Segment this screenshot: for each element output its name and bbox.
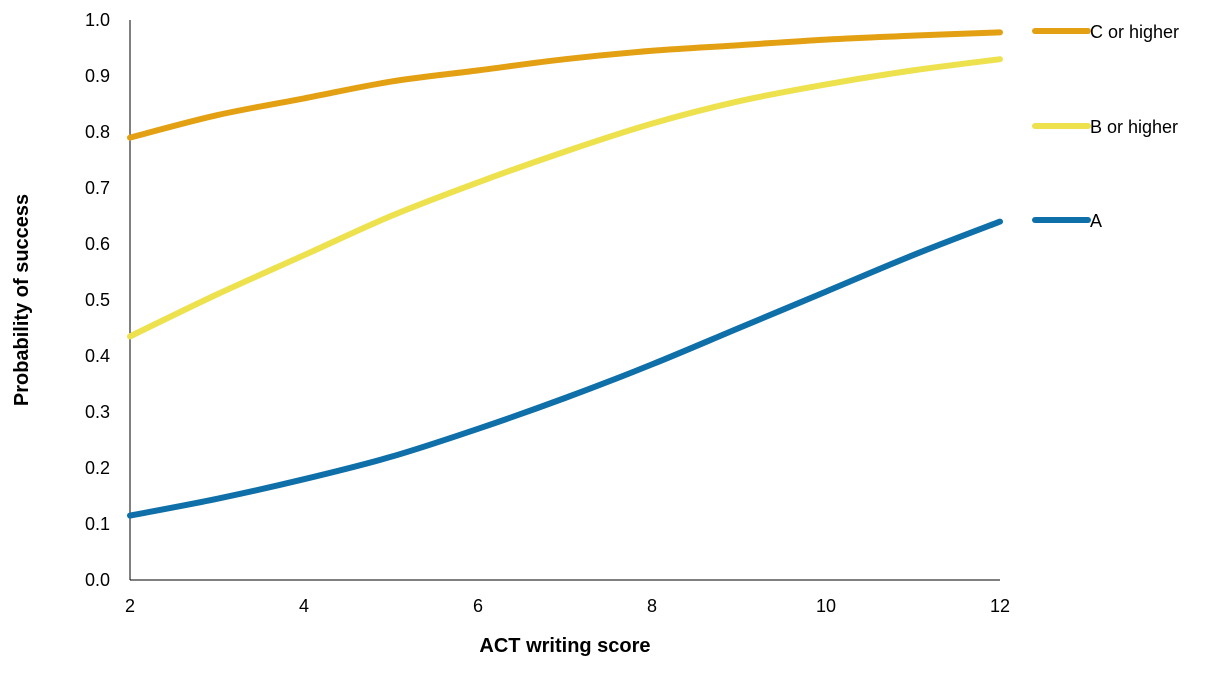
legend-label-b-or-higher: B or higher (1090, 117, 1178, 137)
y-tick-label: 0.9 (85, 66, 110, 86)
legend-label-a: A (1090, 211, 1102, 231)
series-lines (127, 29, 1003, 519)
x-tick-label: 12 (990, 596, 1010, 616)
y-tick-label: 1.0 (85, 10, 110, 30)
y-tick-label: 0.0 (85, 570, 110, 590)
y-tick-label: 0.2 (85, 458, 110, 478)
series-line-a (127, 218, 1003, 519)
series-line-b-or-higher (127, 56, 1003, 340)
y-tick-label: 0.4 (85, 346, 110, 366)
y-tick-label: 0.7 (85, 178, 110, 198)
x-tick-label: 6 (473, 596, 483, 616)
x-axis-title: ACT writing score (479, 635, 650, 657)
axes (129, 20, 1000, 581)
y-tick-label: 0.5 (85, 290, 110, 310)
x-tick-label: 2 (125, 596, 135, 616)
y-tick-label: 0.6 (85, 234, 110, 254)
y-tick-label: 0.3 (85, 402, 110, 422)
x-tick-label: 8 (647, 596, 657, 616)
series-line-c-or-higher (127, 29, 1003, 141)
y-tick-labels: 0.0 0.1 0.2 0.3 0.4 0.5 0.6 0.7 0.8 0.9 1.0 (85, 10, 110, 590)
y-axis-title: Probability of success (11, 194, 33, 406)
x-tick-label: 10 (816, 596, 836, 616)
legend: C or higher B or higher A (1032, 22, 1179, 231)
x-tick-label: 4 (299, 596, 309, 616)
y-tick-label: 0.1 (85, 514, 110, 534)
legend-label-c-or-higher: C or higher (1090, 22, 1179, 42)
y-tick-label: 0.8 (85, 122, 110, 142)
x-tick-labels: 2 4 6 8 10 12 (125, 596, 1010, 616)
